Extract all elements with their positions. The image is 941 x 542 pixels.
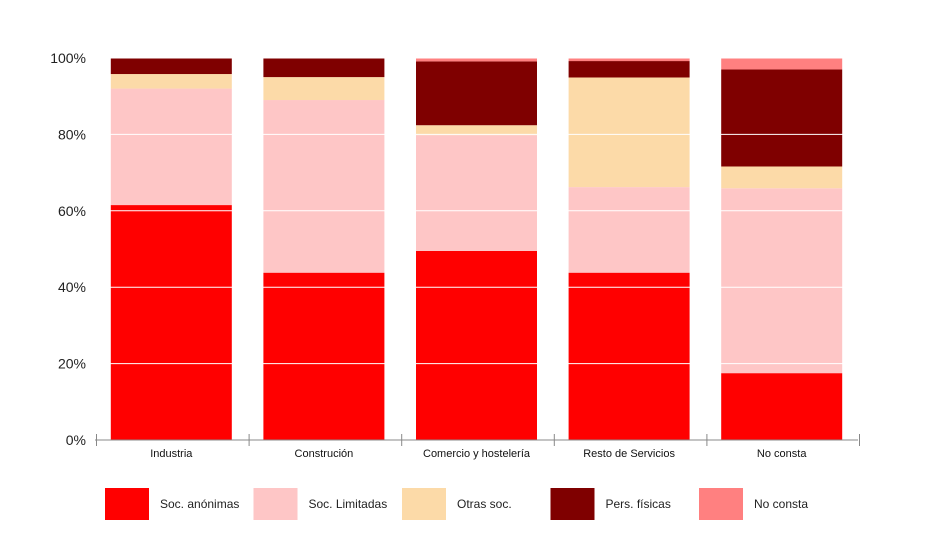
bar-segment-4-5 — [568, 58, 690, 62]
bars-group — [110, 58, 843, 440]
bar-segment-1-1 — [110, 205, 232, 440]
bar-segment-2-4 — [263, 58, 385, 78]
bar-segment-3-5 — [416, 58, 537, 62]
bar-segment-1-3 — [110, 74, 232, 89]
category-label: No consta — [757, 448, 807, 460]
legend-label: Pers. físicas — [606, 497, 671, 511]
bar-segment-3-1 — [416, 250, 537, 440]
x-tick-marks — [96, 434, 860, 446]
legend-label: Soc. Limitadas — [309, 497, 388, 511]
legend-swatch — [105, 488, 149, 520]
y-tick-label: 20% — [58, 356, 86, 372]
y-tick-label: 80% — [58, 126, 86, 142]
bar-segment-4-3 — [568, 77, 690, 188]
bar-segment-5-4 — [721, 69, 843, 167]
legend-label: No consta — [754, 497, 808, 511]
y-tick-label: 0% — [66, 432, 86, 448]
bar-segment-5-1 — [721, 373, 843, 440]
bar-segment-2-1 — [263, 272, 385, 440]
gridlines-group — [95, 57, 858, 365]
bar-segment-4-1 — [568, 272, 690, 440]
legend-swatch — [253, 488, 298, 520]
bar-segment-4-2 — [568, 187, 690, 273]
category-label: Industria — [150, 448, 193, 460]
legend-swatch — [550, 488, 595, 520]
bar-segment-3-3 — [416, 125, 537, 136]
category-label: Comercio y hostelería — [423, 448, 531, 460]
legend-swatch — [699, 488, 743, 520]
y-tick-label: 60% — [58, 203, 86, 219]
y-tick-label: 40% — [58, 279, 86, 295]
y-tick-label: 100% — [50, 50, 86, 66]
bar-segment-5-2 — [721, 188, 843, 374]
category-label: Construción — [295, 448, 354, 460]
bar-segment-2-2 — [263, 100, 385, 273]
bar-segment-1-2 — [110, 88, 232, 206]
category-label: Resto de Servicios — [583, 448, 675, 460]
bar-segment-3-2 — [416, 135, 537, 251]
bar-segment-2-3 — [263, 77, 385, 101]
bar-segment-5-3 — [721, 166, 843, 189]
legend-swatch — [402, 488, 446, 520]
bar-segment-5-5 — [721, 58, 843, 70]
bar-segment-1-4 — [110, 58, 232, 75]
legend: Soc. anónimas Soc. Limitadas Otras soc. Per… — [105, 488, 808, 520]
bar-segment-4-4 — [568, 61, 690, 78]
legend-label: Soc. anónimas — [160, 497, 239, 511]
bar-segment-3-4 — [416, 61, 537, 126]
legend-label: Otras soc. — [457, 497, 512, 511]
y-tick-labels: 0% 20% 40% 60% 80% 100% — [50, 50, 86, 448]
category-labels: Industria Construción Comercio y hostelerí… — [150, 448, 807, 460]
